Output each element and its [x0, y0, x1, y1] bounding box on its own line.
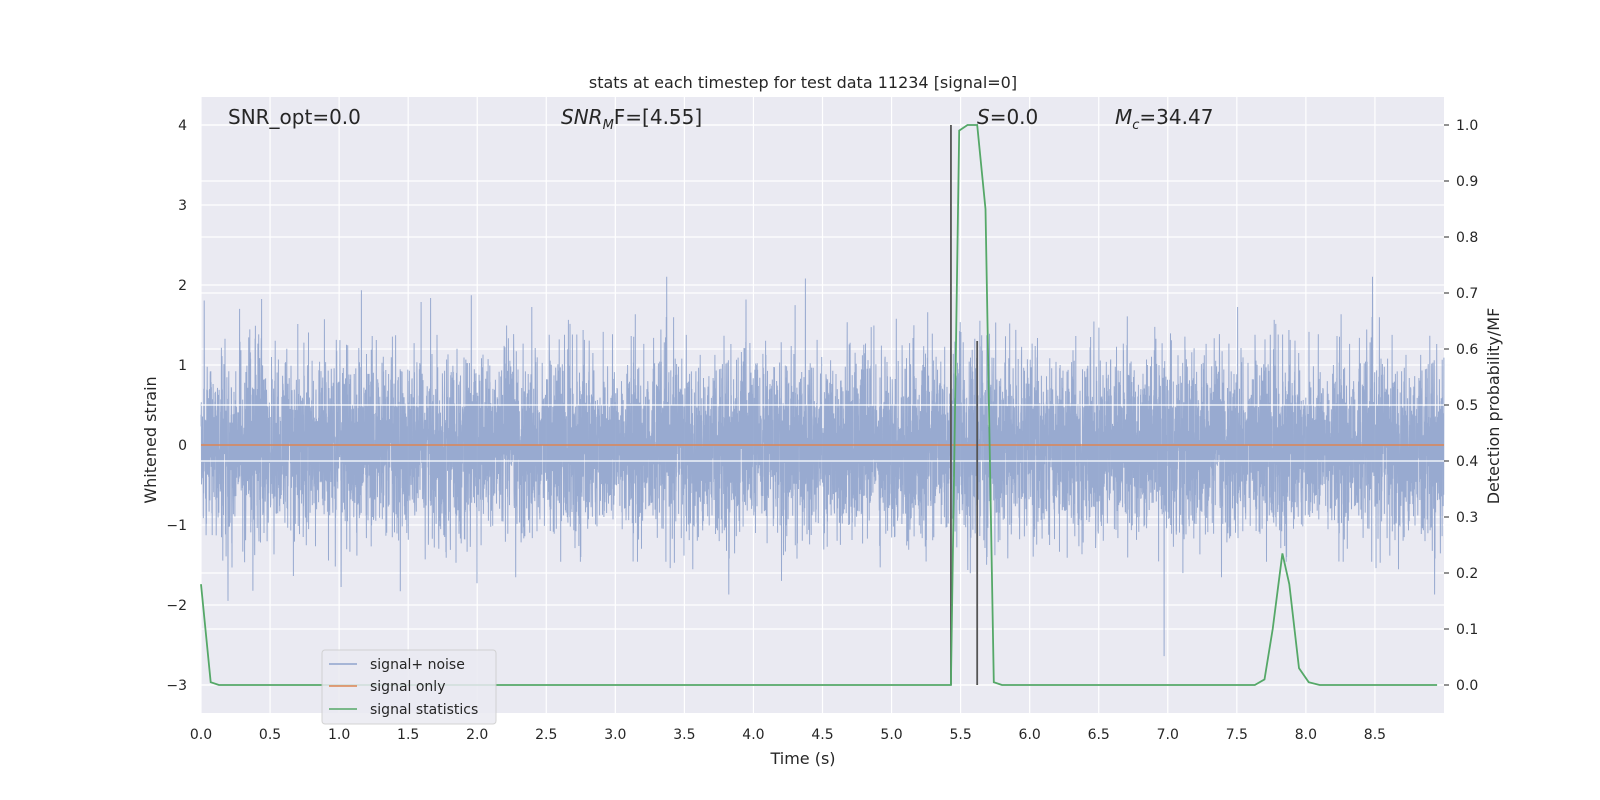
y-tick-label-left: 0 [178, 438, 187, 454]
annotation-snr-mf-main: SNR [561, 105, 603, 129]
legend-box [321, 649, 497, 725]
y-tick-label-left: 2 [178, 278, 187, 294]
x-axis-label: Time (s) [769, 749, 835, 768]
legend-label-signal-only: signal only [370, 679, 445, 695]
annotation-snr-mf: SNRMF=[4.55] [561, 105, 702, 133]
x-tick-label: 5.0 [880, 727, 902, 743]
y-tick-label-right: 0.8 [1456, 230, 1478, 246]
x-tick-label: 2.0 [466, 727, 488, 743]
y-tick-label-right: 1.0 [1456, 118, 1478, 134]
y-tick-label-left: −2 [166, 598, 187, 614]
x-tick-label: 8.0 [1295, 727, 1317, 743]
y-tick-label-right: 0.0 [1456, 678, 1478, 694]
x-tick-label: 1.0 [328, 727, 350, 743]
x-tick-label: 3.0 [604, 727, 626, 743]
chart-title: stats at each timestep for test data 112… [589, 73, 1017, 92]
annotation-mc-main: M [1115, 105, 1132, 129]
annotation-snr-opt: SNR_opt=0.0 [228, 105, 361, 129]
annotation-s-rest: =0.0 [990, 105, 1039, 129]
y-tick-label-left: 1 [178, 358, 187, 374]
y-tick-label-right: 0.1 [1456, 622, 1478, 638]
x-tick-label: 3.5 [673, 727, 695, 743]
y-tick-label-right: 0.9 [1456, 174, 1478, 190]
annotation-s: S=0.0 [977, 105, 1038, 129]
x-tick-label: 2.5 [535, 727, 557, 743]
legend-label-signal-statistics: signal statistics [370, 702, 478, 718]
x-tick-label: 8.5 [1364, 727, 1386, 743]
y-axis-label-right: Detection probability/MF [1484, 308, 1503, 505]
annotation-s-main: S [977, 105, 990, 129]
y-tick-label-right: 0.6 [1456, 342, 1478, 358]
legend-label-signal-plus-noise: signal+ noise [370, 657, 465, 673]
y-tick-label-left: −3 [166, 678, 187, 694]
y-tick-label-left: −1 [166, 518, 187, 534]
y-tick-label-right: 0.2 [1456, 566, 1478, 582]
annotation-mc: Mc=34.47 [1115, 105, 1213, 133]
annotation-snr-mf-rest: F=[4.55] [614, 105, 702, 129]
y-tick-label-right: 0.3 [1456, 510, 1478, 526]
annotation-snr-mf-sub: M [603, 118, 614, 133]
y-axis-label-left: Whitened strain [141, 376, 160, 503]
x-tick-label: 4.0 [742, 727, 764, 743]
x-tick-label: 7.0 [1157, 727, 1179, 743]
y-tick-label-right: 0.4 [1456, 454, 1478, 470]
annotation-mc-sub: c [1132, 118, 1139, 133]
legend: signal+ noise signal only signal statist… [321, 649, 497, 725]
x-tick-label: 6.5 [1088, 727, 1110, 743]
y-tick-label-left: 3 [178, 198, 187, 214]
x-tick-label: 7.5 [1226, 727, 1248, 743]
x-tick-label: 4.5 [811, 727, 833, 743]
x-tick-label: 1.5 [397, 727, 419, 743]
signal-plus-noise-line [200, 276, 1445, 657]
y-tick-label-left: 4 [178, 118, 187, 134]
x-tick-label: 6.0 [1019, 727, 1041, 743]
series-signal-plus-noise [200, 276, 1445, 657]
y-tick-label-right: 0.7 [1456, 286, 1478, 302]
x-tick-label: 5.5 [949, 727, 971, 743]
y-tick-label-right: 0.5 [1456, 398, 1478, 414]
x-tick-label: 0.5 [259, 727, 281, 743]
annotation-mc-rest: =34.47 [1139, 105, 1213, 129]
ticks: 0.0 0.5 1.0 1.5 2.0 2.5 3.0 3.5 4.0 4.5 5.0 5.5 6.0 6… [166, 118, 1478, 743]
x-tick-label: 0.0 [190, 727, 212, 743]
